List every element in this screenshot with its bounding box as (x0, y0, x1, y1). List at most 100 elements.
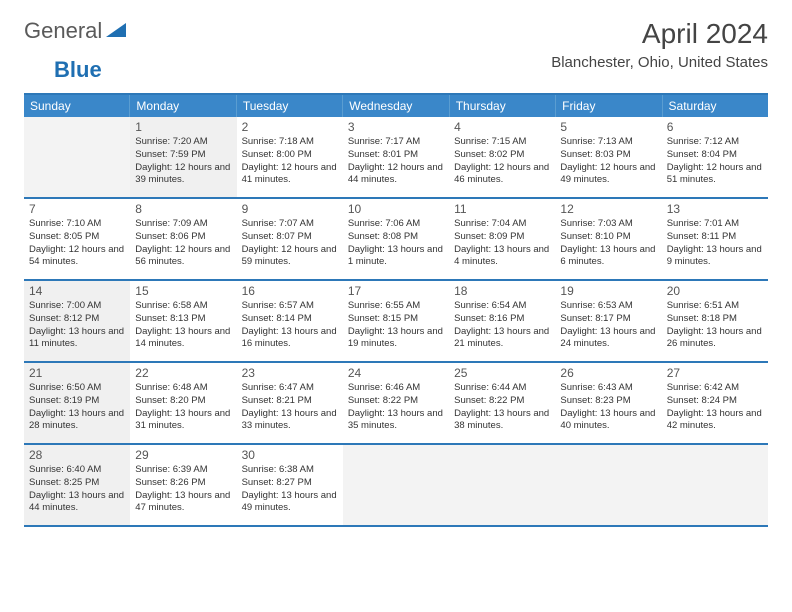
day-info: Sunrise: 7:06 AMSunset: 8:08 PMDaylight:… (348, 218, 444, 269)
day-info: Sunrise: 6:53 AMSunset: 8:17 PMDaylight:… (560, 300, 656, 351)
weekday-tuesday: Tuesday (237, 95, 343, 117)
day-cell: 18Sunrise: 6:54 AMSunset: 8:16 PMDayligh… (449, 281, 555, 361)
day-cell (343, 445, 449, 525)
day-number: 14 (29, 284, 125, 298)
day-info: Sunrise: 6:43 AMSunset: 8:23 PMDaylight:… (560, 382, 656, 433)
day-info: Sunrise: 7:09 AMSunset: 8:06 PMDaylight:… (135, 218, 231, 269)
day-number: 11 (454, 202, 550, 216)
day-info: Sunrise: 7:18 AMSunset: 8:00 PMDaylight:… (242, 136, 338, 187)
week-row: 1Sunrise: 7:20 AMSunset: 7:59 PMDaylight… (24, 117, 768, 199)
weekday-friday: Friday (556, 95, 662, 117)
day-number: 30 (242, 448, 338, 462)
day-number: 8 (135, 202, 231, 216)
day-number: 19 (560, 284, 656, 298)
weekday-header-row: Sunday Monday Tuesday Wednesday Thursday… (24, 95, 768, 117)
day-info: Sunrise: 6:57 AMSunset: 8:14 PMDaylight:… (242, 300, 338, 351)
day-info: Sunrise: 7:12 AMSunset: 8:04 PMDaylight:… (667, 136, 763, 187)
day-cell: 14Sunrise: 7:00 AMSunset: 8:12 PMDayligh… (24, 281, 130, 361)
day-cell: 8 Sunrise: 7:09 AMSunset: 8:06 PMDaylight… (130, 199, 236, 279)
week-row: 14Sunrise: 7:00 AMSunset: 8:12 PMDayligh… (24, 281, 768, 363)
weekday-sunday: Sunday (24, 95, 130, 117)
day-cell: 10 Sunrise: 7:06 AMSunset: 8:08 PMDayligh… (343, 199, 449, 279)
day-cell: 13 Sunrise: 7:01 AMSunset: 8:11 PMDayligh… (662, 199, 768, 279)
day-cell: 17 Sunrise: 6:55 AMSunset: 8:15 PMDayligh… (343, 281, 449, 361)
day-info: Sunrise: 6:46 AMSunset: 8:22 PMDaylight:… (348, 382, 444, 433)
day-number: 21 (29, 366, 125, 380)
logo-triangle-icon (106, 23, 126, 42)
day-cell: 5 Sunrise: 7:13 AMSunset: 8:03 PMDaylight… (555, 117, 661, 197)
day-info: Sunrise: 6:47 AMSunset: 8:21 PMDaylight:… (242, 382, 338, 433)
day-number: 17 (348, 284, 444, 298)
page-title: April 2024 (551, 18, 768, 50)
weekday-thursday: Thursday (450, 95, 556, 117)
day-info: Sunrise: 6:51 AMSunset: 8:18 PMDaylight:… (667, 300, 763, 351)
day-info: Sunrise: 7:20 AMSunset: 7:59 PMDaylight:… (135, 136, 231, 187)
day-info: Sunrise: 7:13 AMSunset: 8:03 PMDaylight:… (560, 136, 656, 187)
day-cell (449, 445, 555, 525)
day-cell: 11 Sunrise: 7:04 AMSunset: 8:09 PMDayligh… (449, 199, 555, 279)
day-cell: 2 Sunrise: 7:18 AMSunset: 8:00 PMDaylight… (237, 117, 343, 197)
day-info: Sunrise: 7:01 AMSunset: 8:11 PMDaylight:… (667, 218, 763, 269)
day-number: 12 (560, 202, 656, 216)
day-info: Sunrise: 6:44 AMSunset: 8:22 PMDaylight:… (454, 382, 550, 433)
day-cell: 22 Sunrise: 6:48 AMSunset: 8:20 PMDayligh… (130, 363, 236, 443)
calendar: Sunday Monday Tuesday Wednesday Thursday… (24, 93, 768, 527)
day-number: 22 (135, 366, 231, 380)
day-info: Sunrise: 6:55 AMSunset: 8:15 PMDaylight:… (348, 300, 444, 351)
day-info: Sunrise: 6:50 AMSunset: 8:19 PMDaylight:… (29, 382, 125, 433)
day-number: 9 (242, 202, 338, 216)
day-number: 29 (135, 448, 231, 462)
day-cell: 29 Sunrise: 6:39 AMSunset: 8:26 PMDayligh… (130, 445, 236, 525)
week-row: 28 Sunrise: 6:40 AMSunset: 8:25 PMDayligh… (24, 445, 768, 527)
day-cell: 25 Sunrise: 6:44 AMSunset: 8:22 PMDayligh… (449, 363, 555, 443)
day-number: 27 (667, 366, 763, 380)
day-info: Sunrise: 6:54 AMSunset: 8:16 PMDaylight:… (454, 300, 550, 351)
day-cell: 15 Sunrise: 6:58 AMSunset: 8:13 PMDayligh… (130, 281, 236, 361)
day-number: 10 (348, 202, 444, 216)
day-number: 26 (560, 366, 656, 380)
day-cell: 26 Sunrise: 6:43 AMSunset: 8:23 PMDayligh… (555, 363, 661, 443)
logo-word-1: General (24, 18, 102, 44)
day-info: Sunrise: 7:15 AMSunset: 8:02 PMDaylight:… (454, 136, 550, 187)
week-row: 7 Sunrise: 7:10 AMSunset: 8:05 PMDaylight… (24, 199, 768, 281)
day-info: Sunrise: 6:39 AMSunset: 8:26 PMDaylight:… (135, 464, 231, 515)
day-info: Sunrise: 7:04 AMSunset: 8:09 PMDaylight:… (454, 218, 550, 269)
day-info: Sunrise: 6:42 AMSunset: 8:24 PMDaylight:… (667, 382, 763, 433)
day-cell: 20 Sunrise: 6:51 AMSunset: 8:18 PMDayligh… (662, 281, 768, 361)
day-number: 13 (667, 202, 763, 216)
day-number: 3 (348, 120, 444, 134)
day-number: 16 (242, 284, 338, 298)
day-info: Sunrise: 6:40 AMSunset: 8:25 PMDaylight:… (29, 464, 125, 515)
day-cell: 4 Sunrise: 7:15 AMSunset: 8:02 PMDaylight… (449, 117, 555, 197)
day-info: Sunrise: 7:17 AMSunset: 8:01 PMDaylight:… (348, 136, 444, 187)
day-number: 28 (29, 448, 125, 462)
day-cell: 6 Sunrise: 7:12 AMSunset: 8:04 PMDaylight… (662, 117, 768, 197)
day-info: Sunrise: 6:58 AMSunset: 8:13 PMDaylight:… (135, 300, 231, 351)
week-row: 21 Sunrise: 6:50 AMSunset: 8:19 PMDayligh… (24, 363, 768, 445)
day-cell (555, 445, 661, 525)
day-info: Sunrise: 7:10 AMSunset: 8:05 PMDaylight:… (29, 218, 125, 269)
day-number: 6 (667, 120, 763, 134)
logo-word-2: Blue (54, 57, 102, 82)
day-number: 5 (560, 120, 656, 134)
day-cell: 27 Sunrise: 6:42 AMSunset: 8:24 PMDayligh… (662, 363, 768, 443)
day-number: 4 (454, 120, 550, 134)
day-cell: 24Sunrise: 6:46 AMSunset: 8:22 PMDayligh… (343, 363, 449, 443)
day-info: Sunrise: 6:38 AMSunset: 8:27 PMDaylight:… (242, 464, 338, 515)
day-number: 20 (667, 284, 763, 298)
weekday-monday: Monday (130, 95, 236, 117)
day-cell: 16 Sunrise: 6:57 AMSunset: 8:14 PMDayligh… (237, 281, 343, 361)
day-number: 2 (242, 120, 338, 134)
day-cell: 9Sunrise: 7:07 AMSunset: 8:07 PMDaylight… (237, 199, 343, 279)
day-cell: 19 Sunrise: 6:53 AMSunset: 8:17 PMDayligh… (555, 281, 661, 361)
day-number: 23 (242, 366, 338, 380)
day-number: 15 (135, 284, 231, 298)
day-cell (24, 117, 130, 197)
logo: General (24, 18, 128, 44)
day-number: 7 (29, 202, 125, 216)
day-cell: 21 Sunrise: 6:50 AMSunset: 8:19 PMDayligh… (24, 363, 130, 443)
day-cell: 28 Sunrise: 6:40 AMSunset: 8:25 PMDayligh… (24, 445, 130, 525)
day-cell: 23 Sunrise: 6:47 AMSunset: 8:21 PMDayligh… (237, 363, 343, 443)
day-info: Sunrise: 6:48 AMSunset: 8:20 PMDaylight:… (135, 382, 231, 433)
day-number: 25 (454, 366, 550, 380)
